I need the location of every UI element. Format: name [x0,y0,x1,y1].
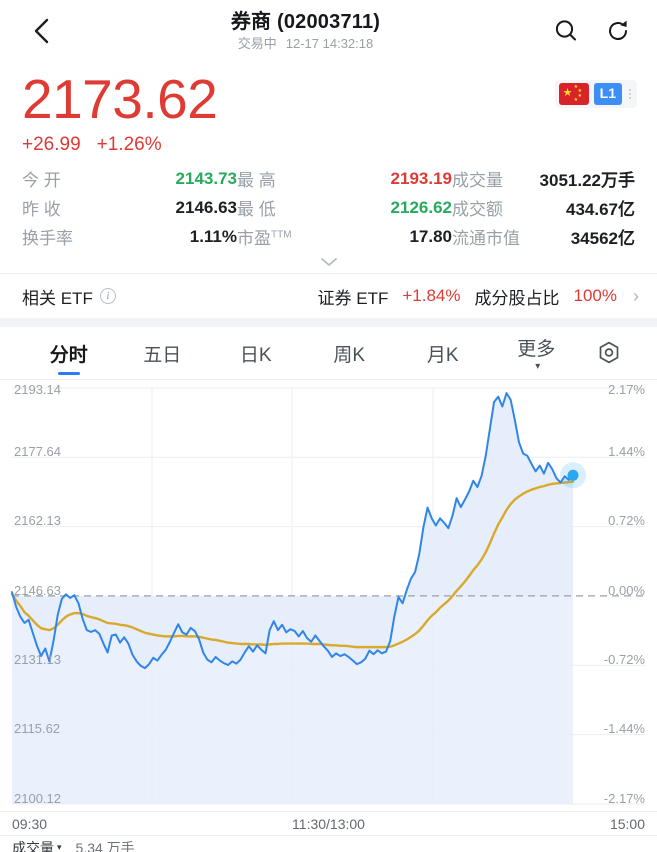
stat-value: 2146.63 [175,197,237,217]
intraday-chart[interactable]: 2193.14 2177.64 2162.13 2146.63 2131.13 … [0,379,657,812]
more-dots-icon[interactable] [627,89,633,99]
refresh-icon [609,20,627,40]
time-axis: 09:30 11:30/13:00 15:00 [0,811,657,835]
etf-weight-label: 成分股占比 [474,288,560,308]
volume-value: 5.34 万手 [75,839,135,852]
etf-change-percent: +1.84% [402,286,461,306]
time-tick-mid: 11:30/13:00 [292,815,365,832]
chevron-down-icon [320,258,337,267]
chevron-left-icon [34,18,49,44]
chevron-right-icon[interactable]: › [633,285,639,306]
price-block: 2173.62 +26.99 +1.26% ★ ★ ★ ★ ★ L1 [0,62,657,162]
tab-five-day[interactable]: 五日 [116,327,210,379]
app-header: 券商 (02003711) 交易中 12-17 14:32:18 [0,0,657,62]
divider [0,273,657,275]
stats-row: 今 开 2143.73 最 高 2193.19 成交量 3051.22万手 [22,164,635,193]
volume-selector[interactable]: 成交量 ▾ [12,838,62,852]
search-icon [555,20,576,41]
stat-label: 成交额 [452,200,503,220]
time-tick-close: 15:00 [609,815,645,832]
quote-timestamp: 12-17 14:32:18 [285,35,374,51]
stat-low: 最 低 2126.62 [237,195,452,220]
stats-row: 换手率 1.11% 市盈TTM 17.80 流通市值 34562亿 [22,222,635,251]
stat-value: 2126.62 [390,197,452,217]
change-absolute: +26.99 [22,134,81,156]
stat-label: 最 低 [237,200,276,220]
tab-label: 日K [239,344,272,366]
stat-volume: 成交量 3051.22万手 [452,166,635,191]
volume-label: 成交量 [12,839,54,852]
stat-high: 最 高 2193.19 [237,166,452,191]
stat-value: 2193.19 [390,168,452,188]
stat-label: 市盈TTM [237,229,292,249]
chart-canvas [10,387,645,805]
header-actions [549,14,635,48]
volume-row: 成交量 ▾ 5.34 万手 [0,835,657,852]
section-gap [0,318,657,328]
chevron-down-icon: ▾ [57,842,62,852]
stat-label: 流通市值 [452,229,520,249]
stat-value: 1.11% [189,226,237,246]
tab-fenshi[interactable]: 分时 [22,327,116,379]
price-line [11,392,574,670]
related-etf-title-group: 相关 ETF i [22,284,116,309]
stat-value: 34562亿 [570,229,635,249]
tab-daily-k[interactable]: 日K [209,327,303,379]
stat-label-sup: TTM [271,229,292,241]
settings-gear-icon [599,342,619,364]
search-button[interactable] [549,14,583,48]
tab-more[interactable]: 更多 ▾ [490,327,584,379]
stat-float-market-cap: 流通市值 34562亿 [452,224,635,249]
last-price: 2173.62 [22,68,218,130]
stat-label: 换手率 [22,229,73,249]
stat-label: 最 高 [237,171,276,191]
tab-label: 周K [333,344,366,366]
chart-tabs: 分时 五日 日K 周K 月K 更多 ▾ [0,327,657,380]
stat-value: 17.80 [409,226,452,246]
price-area-fill [16,393,573,669]
stat-prev-close: 昨 收 2146.63 [22,195,237,220]
refresh-button[interactable] [601,14,635,48]
stat-label: 昨 收 [22,200,61,220]
tab-label: 月K [426,344,459,366]
stat-pe-ttm: 市盈TTM 17.80 [237,224,452,249]
page-title: 券商 (02003711) [230,10,381,33]
quote-level-badge[interactable]: L1 [593,83,622,105]
market-badges[interactable]: ★ ★ ★ ★ ★ L1 [554,80,637,108]
price-change: +26.99 +1.26% [22,134,635,156]
tab-weekly-k[interactable]: 周K [303,327,397,379]
etf-name: 证券 ETF [317,288,389,308]
expand-stats-button[interactable] [22,251,635,273]
tab-label: 更多 [517,339,556,361]
time-tick-open: 09:30 [12,815,48,832]
flag-cn-icon: ★ ★ ★ ★ ★ [558,83,589,105]
tab-label: 分时 [49,344,88,366]
related-etf-label: 相关 ETF [22,288,93,308]
change-percent: +1.26% [96,134,162,156]
average-price-line [10,480,575,649]
stat-turnover-amount: 成交额 434.67亿 [452,195,635,220]
stat-turnover-rate: 换手率 1.11% [22,224,237,249]
stat-value: 2143.73 [175,168,237,188]
stat-value: 3051.22万手 [539,171,635,191]
related-etf-values: 证券 ETF +1.84% 成分股占比 100% › [318,284,639,309]
etf-weight-value: 100% [573,286,617,306]
info-icon[interactable]: i [99,288,116,305]
header-subtitle: 交易中 12-17 14:32:18 [237,35,374,52]
related-etf-row[interactable]: 相关 ETF i 证券 ETF +1.84% 成分股占比 100% › [0,274,657,319]
back-button[interactable] [22,11,62,51]
tab-monthly-k[interactable]: 月K [396,327,490,379]
stats-grid: 今 开 2143.73 最 高 2193.19 成交量 3051.22万手 昨 … [0,162,657,273]
market-status: 交易中 [237,35,277,51]
stat-label: 成交量 [452,171,503,191]
last-point-marker [560,462,586,489]
header-titles: 券商 (02003711) 交易中 12-17 14:32:18 [62,11,549,52]
stat-open: 今 开 2143.73 [22,166,237,191]
chevron-down-icon: ▾ [535,361,541,373]
stats-row: 昨 收 2146.63 最 低 2126.62 成交额 434.67亿 [22,193,635,222]
stat-label: 今 开 [22,171,61,191]
stat-value: 434.67亿 [566,200,635,220]
tab-label: 五日 [143,344,182,366]
chart-settings-button[interactable] [583,327,635,379]
